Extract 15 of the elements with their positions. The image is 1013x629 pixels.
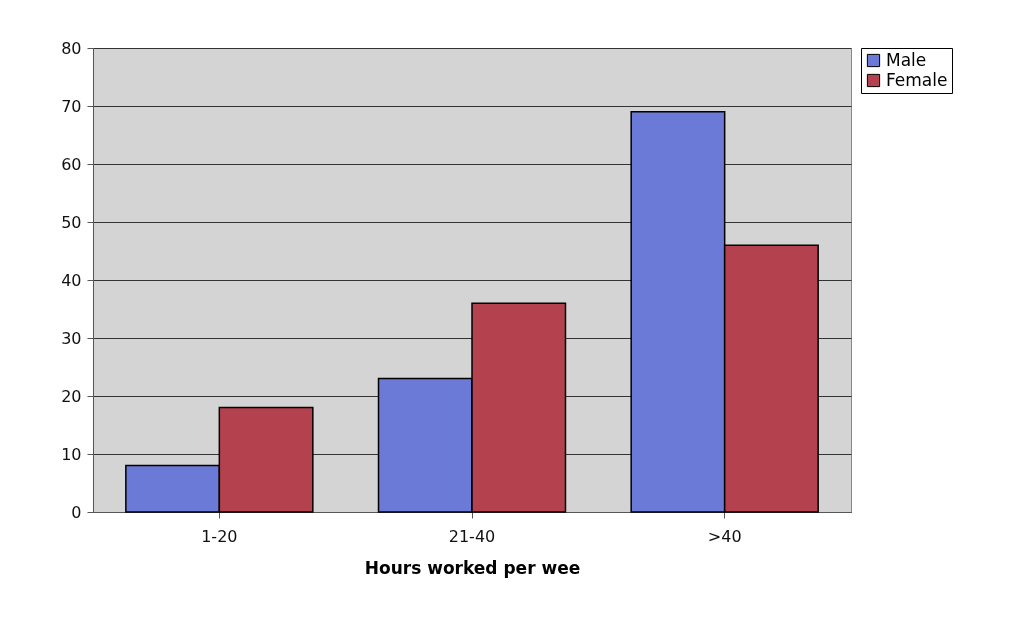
legend-label: Male [886,49,927,70]
y-tick-label: 70 [61,96,82,116]
x-tick-label: 21-40 [448,526,496,546]
x-axis-title: Hours worked per wee [364,557,581,578]
y-tick-label: 40 [61,270,82,290]
legend-label: Female [886,69,948,90]
y-tick-label: 30 [61,328,82,348]
y-tick-label: 60 [61,154,82,174]
y-tick-label: 20 [61,386,82,406]
y-tick-label: 50 [61,212,82,232]
x-tick-label: >40 [707,526,742,546]
y-tick-label: 80 [61,38,82,58]
x-tick-label: 1-20 [201,526,238,546]
y-tick-label: 0 [71,502,82,522]
y-tick-label: 10 [61,444,82,464]
